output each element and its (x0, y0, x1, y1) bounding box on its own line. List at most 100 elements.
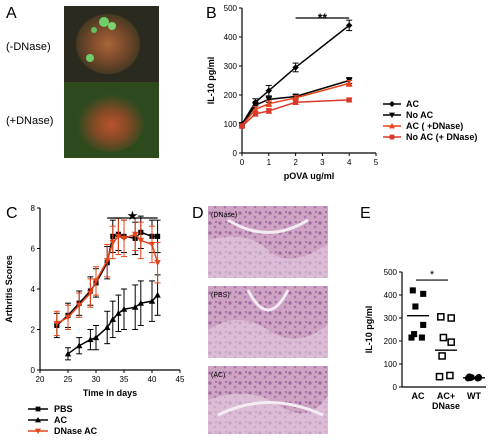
data-point (346, 97, 352, 103)
x-category-label: AC+ (437, 391, 455, 401)
histology-image-3 (208, 366, 328, 434)
data-point (418, 334, 425, 341)
legend-marker (389, 101, 395, 107)
legend-label: DNase AC (54, 426, 98, 436)
data-point (109, 239, 116, 246)
panel-a: A (-DNase) (+DNase) (0, 0, 200, 165)
y-axis-label: Arthritis Scores (4, 255, 14, 323)
legend-label: No AC (+ DNase) (406, 132, 477, 142)
significance-marker: ★ (127, 208, 139, 223)
data-point (435, 372, 444, 381)
panel-d-letter: D (192, 205, 204, 222)
y-tick-label: 0 (31, 366, 36, 375)
x-category-label: AC (412, 391, 425, 401)
data-point (409, 287, 416, 294)
data-point (292, 94, 299, 101)
data-point (265, 96, 272, 103)
x-tick-label: 25 (64, 375, 73, 384)
panel-b-chart: B 0 1 2 3 4 5 0 100 200 300 400 500 pOVA ug/ml IL-10 … (206, 4, 477, 181)
data-point (132, 304, 139, 310)
legend-marker (389, 123, 395, 129)
data-point (115, 233, 122, 240)
panel-d: D (DNase) (PBS) (AC) (188, 200, 336, 436)
y-tick-label: 500 (224, 4, 238, 13)
green-speck (108, 22, 116, 30)
x-tick-label: 35 (120, 375, 129, 384)
green-speck (99, 17, 109, 27)
panel-d-label-1: (DNase) (211, 212, 237, 219)
panel-d-label-3: (AC) (211, 372, 225, 379)
data-point (447, 338, 455, 346)
x-category-label: DNase (432, 401, 460, 411)
green-speck (91, 27, 97, 33)
data-point (137, 299, 144, 306)
data-point (292, 64, 299, 71)
panel-e-chart: E 0 100 200 300 400 500 IL-10 pg/ml AC AC+DNase W… (360, 205, 486, 411)
data-point (132, 231, 139, 238)
data-point (439, 333, 448, 342)
data-point (115, 310, 122, 316)
y-tick-label: 6 (31, 245, 36, 254)
data-point (87, 336, 94, 343)
data-point (104, 258, 111, 264)
data-point (92, 334, 100, 341)
y-tick-label: 200 (384, 337, 398, 346)
x-tick-label: 45 (176, 375, 185, 384)
y-axis-label: IL-10 pg/ml (364, 306, 374, 354)
data-point (76, 302, 83, 309)
green-speck (86, 54, 94, 62)
x-tick-label: 30 (92, 375, 101, 384)
legend-label: AC ( +DNase) (406, 121, 463, 131)
y-tick-label: 0 (393, 383, 398, 392)
panel-b-letter: B (206, 5, 217, 22)
data-point (154, 260, 161, 266)
histology-image-1 (208, 206, 328, 278)
data-point (252, 106, 259, 113)
data-point (239, 123, 245, 129)
y-axis-label: IL-10 pg/ml (206, 57, 216, 105)
x-tick-label: 5 (374, 158, 379, 167)
x-tick-label: 0 (240, 158, 245, 167)
data-point (266, 108, 272, 114)
data-point (76, 342, 83, 349)
data-point (252, 102, 259, 109)
legend-marker (35, 406, 41, 412)
legend-marker (389, 134, 395, 140)
data-point (412, 303, 419, 310)
data-point (438, 352, 446, 360)
y-tick-label: 4 (31, 285, 36, 294)
data-point (420, 290, 427, 297)
data-point (104, 324, 111, 331)
x-tick-label: 20 (36, 375, 45, 384)
histology-image-2 (208, 286, 328, 358)
data-point (64, 314, 72, 321)
y-tick-label: 0 (233, 149, 238, 158)
data-point (346, 80, 353, 86)
data-point (265, 87, 272, 94)
panel-c-chart: C 20 25 30 35 40 45 0 2 4 6 8 Time in days Arthritis… (4, 204, 185, 436)
legend-label: PBS (54, 404, 73, 414)
data-point (53, 320, 60, 327)
panel-a-label-bottom: (+DNase) (6, 115, 53, 127)
data-point (64, 350, 72, 357)
panel-d-label-2: (PBS) (211, 292, 230, 299)
x-tick-label: 40 (148, 375, 157, 384)
y-tick-label: 300 (224, 62, 238, 71)
data-point (408, 334, 415, 341)
panel-a-label-top: (-DNase) (6, 41, 51, 53)
legend-label: No AC (406, 110, 434, 120)
data-point (420, 321, 427, 328)
data-point (155, 233, 161, 239)
data-point (252, 111, 258, 117)
data-point (411, 331, 418, 338)
y-tick-label: 100 (384, 360, 398, 369)
x-axis-label: Time in days (83, 388, 137, 398)
significance-marker: ** (318, 11, 328, 25)
y-tick-label: 8 (31, 204, 36, 213)
legend-label: AC (54, 415, 67, 425)
y-tick-label: 400 (384, 291, 398, 300)
data-point (447, 314, 455, 322)
data-point (148, 297, 156, 304)
legend-label: AC (406, 99, 419, 109)
significance-marker: * (430, 269, 435, 281)
